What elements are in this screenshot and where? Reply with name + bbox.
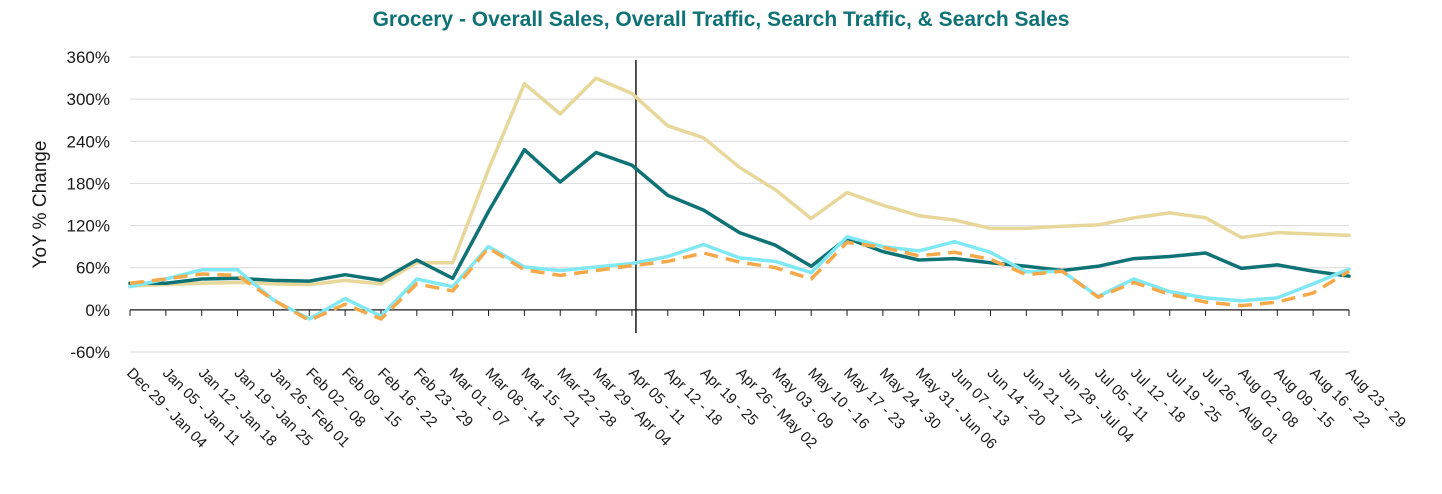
y-tick-label: 120% [67,217,110,236]
gridlines [130,56,1349,353]
chart-title: Grocery - Overall Sales, Overall Traffic… [372,8,1070,31]
y-tick-label: 0% [85,301,110,320]
series-line-3 [128,235,1351,321]
y-axis-label: YoY % Change [30,141,51,269]
y-tick-label: 240% [67,132,110,151]
axes [129,309,1350,316]
series-line-2 [128,147,1351,285]
y-tick-label: -60% [70,343,110,362]
series-lines [128,76,1351,323]
y-tick-label: 360% [67,48,110,67]
y-tick-label: 60% [76,259,110,278]
y-tick-labels: -60% 0% 60% 120% 180% 240% 300% 360% [67,48,110,362]
series-line-1 [128,76,1351,288]
y-tick-label: 180% [67,174,110,193]
y-tick-label: 300% [67,90,110,109]
